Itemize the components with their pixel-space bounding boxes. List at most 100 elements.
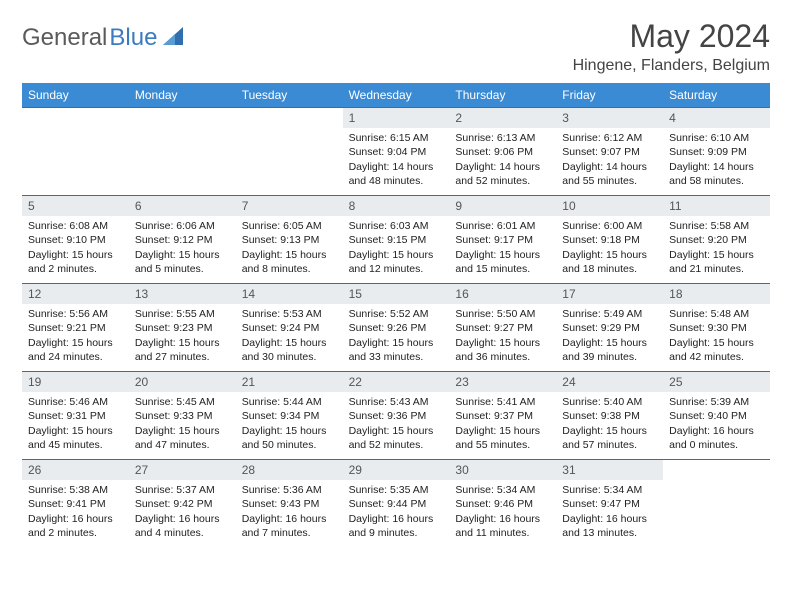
day-line: Sunset: 9:27 PM — [455, 321, 550, 335]
day-line: and 21 minutes. — [669, 262, 764, 276]
day-cell: 4Sunrise: 6:10 AMSunset: 9:09 PMDaylight… — [663, 107, 770, 195]
day-line: Sunset: 9:33 PM — [135, 409, 230, 423]
day-body: Sunrise: 6:15 AMSunset: 9:04 PMDaylight:… — [343, 128, 450, 194]
day-line: Daylight: 16 hours — [242, 512, 337, 526]
day-line: Daylight: 14 hours — [669, 160, 764, 174]
day-line: and 18 minutes. — [562, 262, 657, 276]
day-number: 26 — [22, 460, 129, 480]
day-line: Sunset: 9:43 PM — [242, 497, 337, 511]
day-line: Daylight: 15 hours — [562, 424, 657, 438]
day-cell: 12Sunrise: 5:56 AMSunset: 9:21 PMDayligh… — [22, 283, 129, 371]
day-cell: 19Sunrise: 5:46 AMSunset: 9:31 PMDayligh… — [22, 371, 129, 459]
day-header: Tuesday — [236, 83, 343, 107]
day-cell: 28Sunrise: 5:36 AMSunset: 9:43 PMDayligh… — [236, 459, 343, 547]
day-number: 20 — [129, 372, 236, 392]
day-line: and 12 minutes. — [349, 262, 444, 276]
day-line: Sunset: 9:09 PM — [669, 145, 764, 159]
day-line: Sunrise: 6:15 AM — [349, 131, 444, 145]
day-line: Daylight: 16 hours — [28, 512, 123, 526]
day-line: Daylight: 15 hours — [455, 336, 550, 350]
day-number: 5 — [22, 196, 129, 216]
day-body: Sunrise: 6:01 AMSunset: 9:17 PMDaylight:… — [449, 216, 556, 282]
title-block: May 2024 Hingene, Flanders, Belgium — [573, 18, 770, 75]
day-body: Sunrise: 6:03 AMSunset: 9:15 PMDaylight:… — [343, 216, 450, 282]
day-number: 24 — [556, 372, 663, 392]
day-number: 22 — [343, 372, 450, 392]
day-body: Sunrise: 5:39 AMSunset: 9:40 PMDaylight:… — [663, 392, 770, 458]
day-number: 15 — [343, 284, 450, 304]
day-body: Sunrise: 5:36 AMSunset: 9:43 PMDaylight:… — [236, 480, 343, 546]
day-number: 6 — [129, 196, 236, 216]
day-line: and 39 minutes. — [562, 350, 657, 364]
day-body: Sunrise: 5:44 AMSunset: 9:34 PMDaylight:… — [236, 392, 343, 458]
day-number: 19 — [22, 372, 129, 392]
empty-cell — [663, 459, 770, 547]
day-cell: 20Sunrise: 5:45 AMSunset: 9:33 PMDayligh… — [129, 371, 236, 459]
day-body: Sunrise: 6:10 AMSunset: 9:09 PMDaylight:… — [663, 128, 770, 194]
day-number: 13 — [129, 284, 236, 304]
day-line: and 0 minutes. — [669, 438, 764, 452]
day-line: Sunset: 9:12 PM — [135, 233, 230, 247]
day-line: and 11 minutes. — [455, 526, 550, 540]
day-line: and 4 minutes. — [135, 526, 230, 540]
day-header: Sunday — [22, 83, 129, 107]
day-line: Sunset: 9:18 PM — [562, 233, 657, 247]
empty-cell — [22, 107, 129, 195]
day-line: Daylight: 15 hours — [669, 248, 764, 262]
day-number: 11 — [663, 196, 770, 216]
day-cell: 22Sunrise: 5:43 AMSunset: 9:36 PMDayligh… — [343, 371, 450, 459]
day-line: Daylight: 15 hours — [28, 424, 123, 438]
day-line: Sunset: 9:30 PM — [669, 321, 764, 335]
day-cell: 18Sunrise: 5:48 AMSunset: 9:30 PMDayligh… — [663, 283, 770, 371]
day-line: Sunrise: 6:05 AM — [242, 219, 337, 233]
day-line: Sunrise: 5:58 AM — [669, 219, 764, 233]
day-body: Sunrise: 6:00 AMSunset: 9:18 PMDaylight:… — [556, 216, 663, 282]
day-line: and 47 minutes. — [135, 438, 230, 452]
day-line: and 58 minutes. — [669, 174, 764, 188]
day-line: Sunrise: 5:48 AM — [669, 307, 764, 321]
day-line: Sunrise: 5:37 AM — [135, 483, 230, 497]
day-line: Sunrise: 6:12 AM — [562, 131, 657, 145]
day-cell: 29Sunrise: 5:35 AMSunset: 9:44 PMDayligh… — [343, 459, 450, 547]
day-line: Daylight: 15 hours — [28, 336, 123, 350]
day-line: and 42 minutes. — [669, 350, 764, 364]
day-cell: 1Sunrise: 6:15 AMSunset: 9:04 PMDaylight… — [343, 107, 450, 195]
day-body: Sunrise: 5:53 AMSunset: 9:24 PMDaylight:… — [236, 304, 343, 370]
day-number: 29 — [343, 460, 450, 480]
day-line: Sunrise: 5:55 AM — [135, 307, 230, 321]
day-cell: 5Sunrise: 6:08 AMSunset: 9:10 PMDaylight… — [22, 195, 129, 283]
day-line: Sunset: 9:29 PM — [562, 321, 657, 335]
day-line: Daylight: 15 hours — [562, 336, 657, 350]
day-cell: 21Sunrise: 5:44 AMSunset: 9:34 PMDayligh… — [236, 371, 343, 459]
day-line: and 50 minutes. — [242, 438, 337, 452]
day-line: Daylight: 16 hours — [455, 512, 550, 526]
month-title: May 2024 — [573, 18, 770, 55]
day-line: and 30 minutes. — [242, 350, 337, 364]
day-line: Daylight: 15 hours — [242, 248, 337, 262]
day-cell: 3Sunrise: 6:12 AMSunset: 9:07 PMDaylight… — [556, 107, 663, 195]
day-line: Sunset: 9:17 PM — [455, 233, 550, 247]
day-line: Sunrise: 5:52 AM — [349, 307, 444, 321]
day-line: Sunset: 9:07 PM — [562, 145, 657, 159]
logo: GeneralBlue — [22, 24, 183, 52]
day-line: Sunset: 9:34 PM — [242, 409, 337, 423]
day-body: Sunrise: 5:34 AMSunset: 9:47 PMDaylight:… — [556, 480, 663, 546]
day-line: Daylight: 15 hours — [242, 424, 337, 438]
location-text: Hingene, Flanders, Belgium — [573, 57, 770, 75]
day-line: Daylight: 14 hours — [455, 160, 550, 174]
day-body: Sunrise: 5:48 AMSunset: 9:30 PMDaylight:… — [663, 304, 770, 370]
day-cell: 30Sunrise: 5:34 AMSunset: 9:46 PMDayligh… — [449, 459, 556, 547]
day-cell: 24Sunrise: 5:40 AMSunset: 9:38 PMDayligh… — [556, 371, 663, 459]
day-line: and 57 minutes. — [562, 438, 657, 452]
day-line: Sunrise: 6:10 AM — [669, 131, 764, 145]
day-line: and 55 minutes. — [562, 174, 657, 188]
day-line: Sunrise: 5:36 AM — [242, 483, 337, 497]
day-number: 3 — [556, 108, 663, 128]
empty-cell — [129, 107, 236, 195]
day-line: and 45 minutes. — [28, 438, 123, 452]
day-line: Sunrise: 5:49 AM — [562, 307, 657, 321]
day-cell: 25Sunrise: 5:39 AMSunset: 9:40 PMDayligh… — [663, 371, 770, 459]
day-cell: 11Sunrise: 5:58 AMSunset: 9:20 PMDayligh… — [663, 195, 770, 283]
day-line: Sunset: 9:10 PM — [28, 233, 123, 247]
day-number: 30 — [449, 460, 556, 480]
